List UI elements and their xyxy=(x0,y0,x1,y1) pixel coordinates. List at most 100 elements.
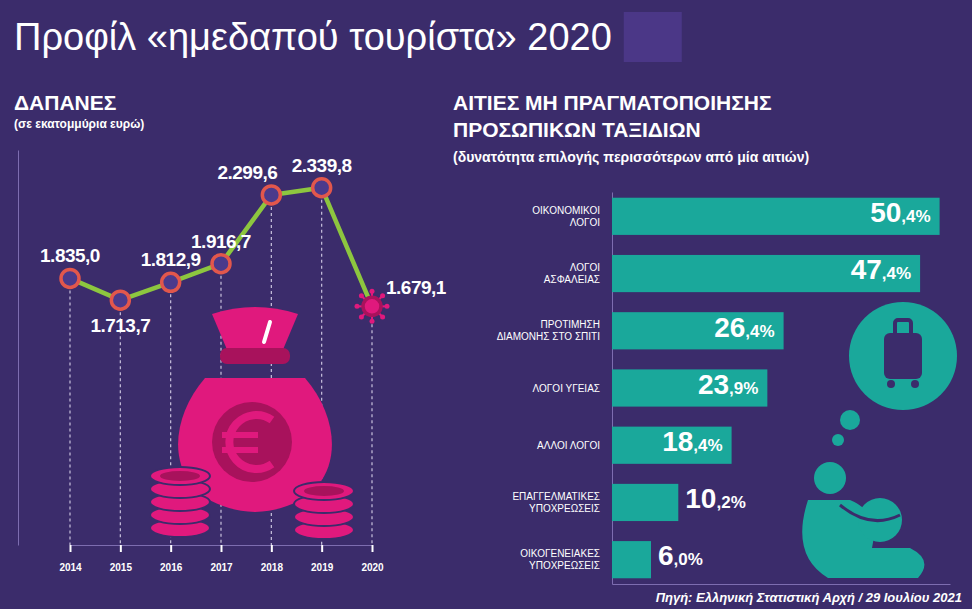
bar xyxy=(612,198,940,235)
drop-line xyxy=(120,300,121,545)
euro-disc xyxy=(212,402,292,482)
bar xyxy=(612,484,678,521)
tick-label-line: ΔΙΑΜΟΝΗΣ ΣΤΟ ΣΠΙΤΙ xyxy=(497,331,600,342)
x-axis xyxy=(613,584,951,585)
tick-label-line: ΑΣΦΑΛΕΙΑΣ xyxy=(544,274,600,285)
tick-mark xyxy=(120,545,122,552)
chart-canvas: Προφίλ «ημεδαπού τουρίστα» 2020 Πηγή: Ελλ… xyxy=(0,0,972,609)
tick: 2018 xyxy=(261,545,284,573)
bubble-dot xyxy=(832,434,844,446)
data-label: 10,2% xyxy=(685,483,745,514)
tick-label: ΑΛΛΟΙ ΛΟΓΟΙ xyxy=(537,440,600,451)
data-label-decimals: ,4% xyxy=(745,322,774,341)
euro-bar xyxy=(222,432,258,438)
tick-label-line: ΟΙΚΟΓΕΝΕΙΑΚΕΣ xyxy=(520,548,600,559)
tick-label: 2018 xyxy=(261,562,284,573)
plot-area xyxy=(61,179,390,324)
virus-tip xyxy=(359,314,364,319)
person-head xyxy=(814,462,846,494)
title-square xyxy=(624,12,682,62)
axis-line xyxy=(18,151,19,546)
bar xyxy=(612,255,920,292)
chart-subtitle: (σε εκατομμύρια ευρώ) xyxy=(14,117,144,131)
tick-mark xyxy=(70,545,72,552)
virus-tip xyxy=(380,314,385,319)
data-label: 47,4% xyxy=(851,254,911,285)
tick-label: ΛΟΓΟΙΑΣΦΑΛΕΙΑΣ xyxy=(544,262,600,285)
background xyxy=(0,0,972,609)
data-label: 1.679,1 xyxy=(386,277,447,298)
marker xyxy=(61,269,79,287)
x-axis: 2014201520162017201820192020 xyxy=(59,545,384,573)
data-label: 6,0% xyxy=(658,540,703,571)
data-label-main: 26 xyxy=(714,312,745,343)
tick: ΠΡΟΤΙΜΗΣΗΔΙΑΜΟΝΗΣ ΣΤΟ ΣΠΙΤΙ xyxy=(497,319,612,342)
tick-mark xyxy=(321,545,323,552)
bubble-dot xyxy=(840,410,860,430)
coin-top xyxy=(304,486,344,496)
page-title: Προφίλ «ημεδαπού τουρίστα» 2020 xyxy=(14,16,612,58)
tick-label-line: ΛΟΓΟΙ xyxy=(570,262,600,273)
tick-label: ΛΟΓΟΙ ΥΓΕΙΑΣ xyxy=(533,383,600,394)
data-label-main: 23 xyxy=(698,369,729,400)
suitcase-wheel xyxy=(887,380,895,388)
bar xyxy=(612,541,651,578)
tick: ΕΠΑΓΓΕΛΜΑΤΙΚΕΣΥΠΟΧΡΕΩΣΕΙΣ xyxy=(512,491,612,514)
data-label-decimals: ,0% xyxy=(674,550,703,569)
tick-label: 2020 xyxy=(361,562,384,573)
data-labels: 1.835,01.713,71.812,91.916,72.299,62.339… xyxy=(40,155,447,336)
virus-tip xyxy=(385,304,390,309)
tick: 2016 xyxy=(160,545,183,573)
suitcase xyxy=(884,333,922,379)
virus-tip xyxy=(370,289,375,294)
data-label: 1.812,9 xyxy=(141,249,201,270)
tick-label-line: ΛΟΓΟΙ ΥΓΕΙΑΣ xyxy=(533,383,600,394)
person-arm xyxy=(840,505,900,521)
data-label: 1.835,0 xyxy=(40,245,100,266)
data-label: 2.339,8 xyxy=(292,155,352,176)
tick: 2015 xyxy=(110,545,133,573)
bar xyxy=(612,312,784,349)
tick-label-line: ΛΟΓΟΙ xyxy=(570,217,600,228)
data-labels: 50,4%47,4%26,4%23,9%18,4%10,2%6,0% xyxy=(658,197,931,571)
data-label-decimals: ,4% xyxy=(882,264,911,283)
virus-tip xyxy=(359,293,364,298)
tick-label-line: ΥΠΟΧΡΕΩΣΕΙΣ xyxy=(529,503,600,514)
tick-label-line: ΕΠΑΓΓΕΛΜΑΤΙΚΕΣ xyxy=(512,491,600,502)
person-icon xyxy=(802,302,957,578)
tick-label: ΕΠΑΓΓΕΛΜΑΤΙΚΕΣΥΠΟΧΡΕΩΣΕΙΣ xyxy=(512,491,600,514)
bar xyxy=(612,369,767,406)
tick-label: 2016 xyxy=(160,562,183,573)
tick-label: ΟΙΚΟΓΕΝΕΙΑΚΕΣΥΠΟΧΡΕΩΣΕΙΣ xyxy=(520,548,600,571)
title-line: ΑΙΤΙΕΣ ΜΗ ΠΡΑΓΜΑΤΟΠΟΙΗΣΗΣ xyxy=(453,91,772,114)
coin-top xyxy=(160,471,200,481)
data-label-decimals: ,4% xyxy=(693,436,722,455)
marker xyxy=(262,186,280,204)
bag-top xyxy=(212,307,298,352)
tick-mark xyxy=(221,545,223,552)
data-label: 23,9% xyxy=(698,369,758,400)
bar xyxy=(612,427,732,464)
tick-label: 2014 xyxy=(59,562,82,573)
marker xyxy=(313,179,331,197)
euro-bar xyxy=(222,447,258,453)
tick: ΑΛΛΟΙ ΛΟΓΟΙ xyxy=(537,440,612,451)
tick-mark xyxy=(372,545,374,552)
drop-lines xyxy=(70,188,372,545)
data-label-main: 47 xyxy=(851,254,882,285)
line xyxy=(70,188,372,307)
chart-title: ΑΙΤΙΕΣ ΜΗ ΠΡΑΓΜΑΤΟΠΟΙΗΣΗΣΠΡΟΣΩΠΙΚΩΝ ΤΑΞΙ… xyxy=(453,91,772,141)
data-label: 18,4% xyxy=(662,426,722,457)
euro-sign xyxy=(229,415,272,469)
tick-label-line: ΥΠΟΧΡΕΩΣΕΙΣ xyxy=(529,560,600,571)
tick-label-line: ΑΛΛΟΙ ΛΟΓΟΙ xyxy=(537,440,600,451)
data-label: 50,4% xyxy=(870,197,930,228)
chart-subtitle: (δυνατότητα επιλογής περισσότερων από μί… xyxy=(453,149,809,165)
source: Πηγή: Ελληνική Στατιστική Αρχή / 29 Ιουλ… xyxy=(656,590,962,605)
drop-line xyxy=(371,306,372,545)
data-label-decimals: ,2% xyxy=(716,493,745,512)
tick-label-line: ΠΡΟΤΙΜΗΣΗ xyxy=(540,319,600,330)
coin xyxy=(294,482,354,500)
axis-line xyxy=(613,584,951,585)
tick: ΛΟΓΟΙΑΣΦΑΛΕΙΑΣ xyxy=(544,262,612,285)
